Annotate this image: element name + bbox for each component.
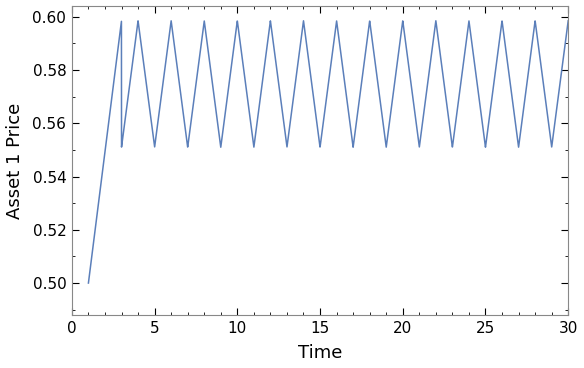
Y-axis label: Asset 1 Price: Asset 1 Price: [6, 102, 24, 219]
X-axis label: Time: Time: [298, 344, 342, 362]
